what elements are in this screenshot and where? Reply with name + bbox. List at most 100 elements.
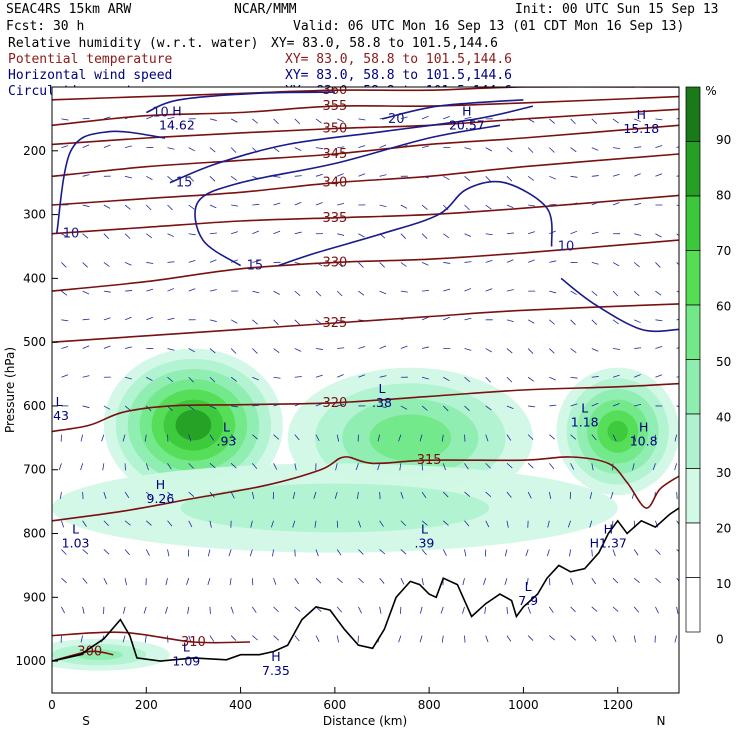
vector-arrow: [421, 204, 428, 210]
vector-arrow: [188, 147, 196, 152]
vector-arrow: [655, 290, 662, 296]
vector-arrow: [485, 463, 491, 469]
vector-arrow: [464, 549, 467, 557]
vector-arrow: [125, 290, 133, 292]
vector-arrow: [527, 147, 534, 153]
vector-arrow: [167, 175, 174, 182]
theta-contour-330: [52, 239, 679, 292]
vector-arrow: [273, 463, 278, 470]
vector-arrow: [485, 491, 492, 498]
theta-label: 335: [322, 211, 347, 226]
vector-arrow: [655, 319, 663, 322]
vector-arrow: [419, 434, 423, 442]
wind-label: 20: [388, 112, 405, 127]
vector-arrow: [506, 259, 514, 263]
vector-arrow: [634, 319, 641, 323]
vector-arrow: [527, 491, 532, 499]
vector-arrow: [485, 635, 489, 643]
vector-arrow: [676, 233, 679, 237]
vector-arrow: [464, 463, 469, 470]
vector-arrow: [230, 491, 235, 499]
vector-arrow: [146, 204, 152, 211]
vector-arrow: [102, 463, 105, 471]
vector-arrow: [252, 434, 258, 440]
extremum-label: L: [379, 381, 386, 396]
vector-arrow: [58, 463, 62, 471]
vector-arrow: [485, 288, 493, 292]
vector-arrow: [379, 345, 387, 349]
vector-arrow: [443, 233, 450, 239]
y-tick-label: 200: [23, 144, 46, 158]
vector-arrow: [336, 434, 340, 442]
vector-arrow: [549, 348, 555, 354]
colorbar-segment: [685, 468, 701, 524]
vector-arrow: [443, 288, 451, 292]
vector-arrow: [230, 259, 238, 263]
terrain-profile: [52, 507, 679, 662]
vector-arrow: [335, 463, 338, 471]
vector-arrow: [209, 232, 217, 235]
wind-contour-15: [194, 124, 501, 267]
field-xy: XY= 83.0, 58.8 to 101.5,144.6: [271, 36, 498, 51]
vector-arrow: [103, 577, 108, 585]
vector-arrow: [570, 578, 574, 585]
extremum-value: 15.18: [623, 121, 659, 136]
vector-arrow: [549, 118, 555, 124]
y-tick-label: 600: [23, 399, 46, 413]
vector-arrow: [209, 434, 215, 441]
y-tick-label: 900: [23, 590, 46, 604]
vector-arrow: [61, 118, 69, 121]
vector-arrow: [252, 635, 258, 641]
vector-arrow: [506, 376, 513, 383]
vector-arrow: [209, 463, 216, 469]
vector-arrow: [528, 405, 536, 408]
vector-arrow: [167, 147, 175, 150]
vector-arrow: [209, 348, 216, 354]
vector-arrow: [61, 520, 65, 528]
vector-arrow: [464, 635, 466, 643]
extremum-label: H: [156, 477, 165, 492]
vector-arrow: [633, 635, 636, 643]
vector-arrow: [146, 376, 153, 381]
vector-arrow: [464, 261, 472, 263]
extremum-label: H: [462, 104, 471, 119]
rh-band-30: [180, 483, 490, 533]
vector-arrow: [337, 374, 344, 378]
vector-arrow: [462, 578, 465, 586]
vector-arrow: [337, 118, 344, 123]
vector-arrow: [273, 118, 279, 125]
theta-label: 300: [77, 645, 102, 660]
vector-arrow: [273, 290, 280, 295]
vector-arrow: [294, 348, 302, 352]
vector-arrow: [252, 260, 260, 263]
y-axis-label: Pressure (hPa): [3, 347, 17, 433]
vector-arrow: [633, 606, 639, 613]
vector-arrow: [358, 549, 364, 555]
vector-arrow: [676, 405, 679, 408]
vector-arrow: [188, 434, 192, 442]
extremum-value: 1.18: [571, 414, 599, 429]
vector-arrow: [421, 520, 428, 526]
vector-arrow: [506, 606, 508, 614]
vector-arrow: [632, 463, 635, 471]
vector-arrow: [231, 231, 238, 235]
vector-arrow: [336, 262, 343, 268]
vector-arrow: [252, 348, 258, 354]
vector-arrow: [315, 348, 323, 350]
vector-arrow: [103, 317, 111, 321]
wind-contour-10: [55, 130, 166, 234]
vector-arrow: [273, 434, 280, 440]
vector-arrow: [549, 260, 557, 263]
vector-arrow: [315, 147, 323, 150]
vector-arrow: [400, 345, 408, 349]
vector-arrow: [570, 147, 577, 153]
vector-arrow: [124, 405, 131, 411]
vector-arrow: [103, 262, 110, 267]
vector-arrow: [187, 606, 190, 614]
vector-arrow: [124, 316, 132, 321]
theta-label: 325: [322, 316, 347, 331]
vector-arrow: [294, 606, 301, 612]
vector-arrow: [611, 520, 614, 528]
vector-arrow: [167, 261, 175, 263]
vector-arrow: [273, 175, 281, 178]
